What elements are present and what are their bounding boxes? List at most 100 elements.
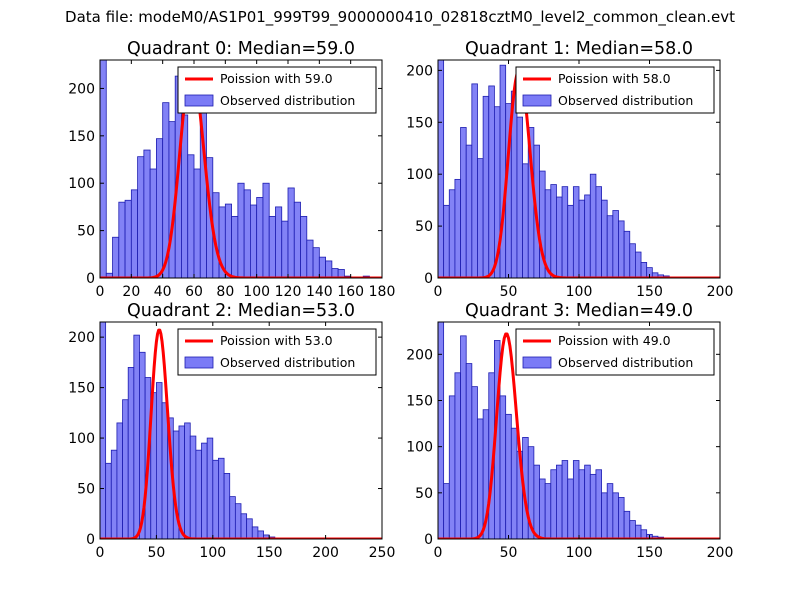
x-tick-label: 100 xyxy=(243,284,270,300)
plot-area xyxy=(438,322,720,539)
histogram-bar xyxy=(184,422,191,539)
histogram-bar xyxy=(137,156,145,278)
legend-entry-observed: Observed distribution xyxy=(220,93,355,108)
histogram-bar xyxy=(100,322,107,539)
histogram-bar xyxy=(337,269,345,278)
histogram-bar xyxy=(595,469,602,539)
histogram-bar xyxy=(572,460,580,539)
histogram-bar xyxy=(443,483,450,539)
histogram-bar xyxy=(112,236,120,278)
x-tick-label: 0 xyxy=(434,545,443,561)
histogram-bar xyxy=(629,243,636,278)
poisson-curve xyxy=(438,68,720,278)
x-tick-label: 0 xyxy=(96,545,105,561)
histogram-bar xyxy=(325,260,333,278)
histogram-bar xyxy=(149,168,157,278)
y-tick-label: 200 xyxy=(68,330,95,346)
histogram-bar xyxy=(246,518,253,539)
histogram-bar xyxy=(623,230,631,278)
chart-quadrant-2: 0 50 100 150 200 250 0 50 100 150 200 Quadrant 2: M… xyxy=(68,301,395,561)
y-tick-label: 200 xyxy=(68,81,95,97)
histogram-bar xyxy=(187,154,195,278)
x-tick-label: 100 xyxy=(199,545,226,561)
histogram-bar xyxy=(161,402,169,539)
histogram-bar xyxy=(465,144,473,278)
legend-entry-poisson: Poission with 49.0 xyxy=(558,333,671,348)
x-tick-label: 100 xyxy=(566,284,593,300)
histogram-bar xyxy=(454,178,461,278)
axes-frame xyxy=(99,59,383,279)
histogram-bar xyxy=(212,459,219,539)
x-tick-label: 0 xyxy=(434,284,443,300)
poisson-curve xyxy=(438,332,720,539)
histogram-bar xyxy=(110,449,118,539)
histogram-bar xyxy=(595,186,602,278)
histogram-bar xyxy=(448,395,456,539)
histogram-bar xyxy=(155,382,163,539)
chart-title: Quadrant 2: Median=53.0 xyxy=(127,301,355,321)
histogram-bar xyxy=(229,496,236,539)
histogram-bar xyxy=(488,85,495,278)
histogram-bar xyxy=(122,399,129,539)
histogram-bar xyxy=(195,449,202,539)
y-tick-label: 150 xyxy=(68,381,95,397)
histogram-bar xyxy=(567,478,574,539)
y-tick-label: 100 xyxy=(406,440,433,456)
histogram-bar xyxy=(471,386,478,539)
y-tick-label: 150 xyxy=(68,129,95,145)
histogram-bar xyxy=(465,363,473,539)
histogram-bar xyxy=(477,158,484,278)
chart-quadrant-0: 0 20 40 60 80 100 120 140 160 180 0 50 100 150 200 Quad… xyxy=(68,39,395,300)
poisson-curve xyxy=(100,328,382,539)
histogram-bar xyxy=(130,189,138,278)
legend: Poission with 49.0 Observed distribution xyxy=(515,328,715,376)
histogram-bar xyxy=(601,199,608,278)
x-tick-label: 180 xyxy=(369,284,396,300)
histogram-bar xyxy=(201,442,208,539)
legend-entry-poisson: Poission with 59.0 xyxy=(220,71,333,86)
histogram-bar xyxy=(318,256,327,278)
histogram-bar xyxy=(206,437,214,539)
histogram-bar xyxy=(218,457,225,539)
x-tick-label: 150 xyxy=(636,284,663,300)
histogram-bar xyxy=(293,201,301,278)
histogram-bar xyxy=(612,492,619,539)
histogram-bar xyxy=(471,83,478,278)
histogram-bar xyxy=(544,483,552,539)
histogram-bar xyxy=(460,127,467,278)
histogram-bar xyxy=(243,189,251,278)
histogram-bar xyxy=(606,483,614,539)
histogram-bar xyxy=(522,163,529,278)
histogram-bar xyxy=(584,194,591,278)
legend-entry-poisson: Poission with 53.0 xyxy=(220,333,333,348)
histogram-bar xyxy=(193,168,201,278)
histogram-bar xyxy=(118,201,126,278)
histogram-bar xyxy=(629,520,636,539)
histogram-bar xyxy=(438,60,445,278)
x-tick-label: 80 xyxy=(216,284,234,300)
histogram-bar xyxy=(635,251,642,278)
histogram-bar xyxy=(312,247,320,278)
y-tick-label: 150 xyxy=(406,393,433,409)
chart-title: Quadrant 0: Median=59.0 xyxy=(127,39,355,59)
histogram-bar xyxy=(224,203,232,278)
histogram-bar xyxy=(556,464,563,539)
x-tick-label: 200 xyxy=(707,545,734,561)
histogram-bar xyxy=(100,60,107,278)
histogram-bar xyxy=(533,464,540,539)
histogram-bar xyxy=(234,503,242,539)
histogram-bar xyxy=(606,215,614,278)
histogram-bar xyxy=(499,64,507,278)
x-tick-label: 40 xyxy=(154,284,172,300)
histogram-bar xyxy=(567,204,574,278)
histogram-bar xyxy=(460,335,467,539)
x-tick-label: 150 xyxy=(636,545,663,561)
histogram-bar xyxy=(589,173,597,278)
legend-patch-swatch xyxy=(522,356,552,369)
histogram-bar xyxy=(578,199,586,278)
y-tick-label: 50 xyxy=(415,486,433,502)
histogram-bar xyxy=(505,413,512,539)
histogram-bar xyxy=(231,215,239,278)
chart-title: Quadrant 1: Median=58.0 xyxy=(465,39,693,59)
